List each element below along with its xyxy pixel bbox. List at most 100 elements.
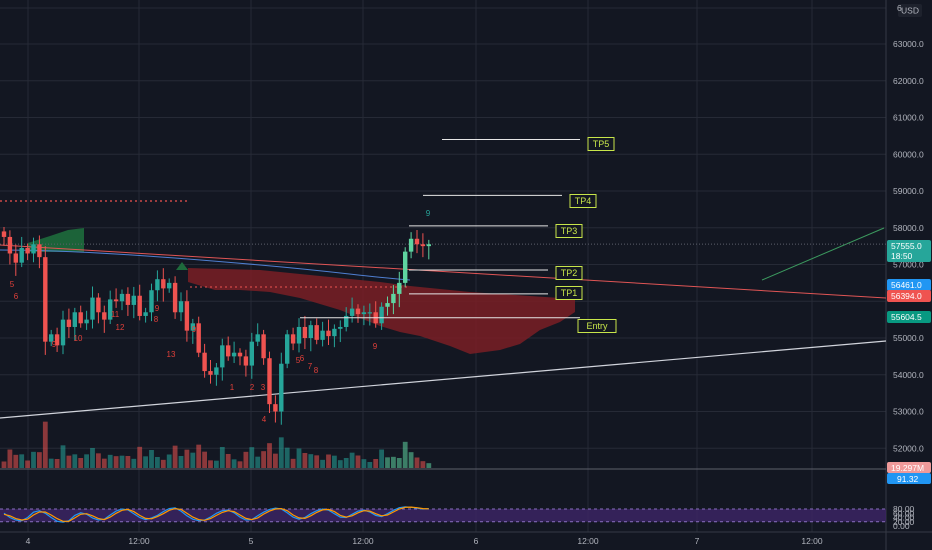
moving-average — [0, 249, 411, 281]
candle-body — [379, 306, 384, 324]
volume-bar — [125, 456, 131, 468]
volume-bar — [414, 457, 420, 468]
volume-bar — [225, 454, 231, 468]
price-tick-label: 57000.0 — [893, 260, 924, 270]
price-tick-label: 53000.0 — [893, 407, 924, 417]
volume-bar — [273, 453, 278, 468]
candle-body — [344, 315, 349, 327]
candle-body — [226, 345, 231, 357]
volume-bar — [166, 454, 172, 468]
candle-body — [54, 334, 60, 346]
price-tag-value: 55604.5 — [891, 312, 922, 322]
candle-body — [31, 244, 36, 254]
currency-label-box[interactable]: USD — [898, 4, 922, 17]
volume-bar — [25, 460, 30, 468]
td-number: 13 — [167, 350, 176, 359]
price-tag: 56394.0 — [887, 290, 931, 302]
candle-body — [308, 325, 313, 338]
td-number: 3 — [261, 383, 266, 392]
candle-body — [196, 323, 201, 353]
volume-bar — [302, 453, 308, 468]
candle-body — [13, 253, 18, 263]
candles — [1, 227, 431, 425]
price-tick-label: 52000.0 — [893, 443, 924, 453]
candle-body — [49, 334, 54, 342]
candle-body — [361, 312, 367, 315]
time-tick-label: 12:00 — [128, 536, 150, 546]
rsi-tick-label: 20.00 — [893, 517, 915, 527]
volume-bar — [408, 452, 414, 468]
target-label-box — [587, 137, 615, 151]
volume-bar — [214, 460, 219, 468]
td-number: 8 — [154, 315, 159, 324]
volume-bar — [131, 458, 137, 468]
candle-body — [202, 352, 207, 372]
volume-bar — [119, 455, 125, 468]
candle-body — [273, 404, 278, 412]
candle-body — [208, 371, 213, 375]
volume-bar — [107, 454, 113, 468]
candle-body — [397, 282, 402, 294]
volume-bar — [396, 458, 402, 468]
price-tag-countdown: 18:50 — [891, 251, 913, 261]
td-number: 12 — [116, 323, 125, 332]
candle-body — [43, 257, 48, 342]
candle-body — [403, 251, 408, 283]
candle-body — [125, 293, 131, 305]
volume-bar — [184, 449, 190, 468]
volume-bar — [13, 454, 19, 468]
volume-bar — [267, 443, 272, 468]
price-tick-label: 60000.0 — [893, 149, 924, 159]
time-tick-label: 12:00 — [577, 536, 599, 546]
rsi-tick-label: 60.00 — [893, 508, 915, 518]
volume-bar — [155, 457, 160, 468]
candle-body — [143, 312, 148, 316]
volume-bar — [337, 460, 343, 468]
price-tick-label: 63000.0 — [893, 39, 924, 49]
volume-bar — [172, 445, 178, 468]
candle-body — [243, 356, 249, 366]
target-label-box — [577, 319, 617, 333]
volume-bar — [391, 456, 396, 468]
candle-body — [296, 326, 302, 344]
price-tag-box — [887, 279, 931, 291]
volume-bar — [19, 454, 25, 468]
resistance-trendline — [0, 244, 887, 299]
volume-bar — [290, 458, 296, 468]
trend-lines — [0, 227, 887, 419]
volume-bar — [332, 455, 337, 468]
candle-body — [220, 345, 225, 368]
price-tick-label: 62000.0 — [893, 76, 924, 86]
rsi-tick-label: 80.00 — [893, 504, 915, 514]
candle-body — [161, 279, 166, 289]
target-label-box — [569, 194, 597, 208]
candle-body — [231, 352, 237, 357]
price-tag-box — [887, 311, 931, 323]
time-tick-label: 6 — [474, 536, 479, 546]
candle-body — [172, 282, 178, 313]
rsi-k-line — [3, 506, 429, 523]
volume-bar — [7, 449, 13, 468]
candle-body — [178, 301, 184, 313]
volume-bar — [426, 463, 432, 468]
volume-bar — [66, 455, 72, 468]
volume-bar — [96, 453, 101, 468]
volume-bar — [379, 449, 384, 468]
td-number: 6 — [300, 354, 305, 363]
volume-bar — [243, 451, 249, 468]
volume-bar — [190, 452, 196, 468]
time-tick-label: 4 — [26, 536, 31, 546]
candle-body — [261, 334, 266, 359]
candle-body — [414, 238, 420, 245]
td-number: 5 — [10, 280, 15, 289]
time-tick-label: 5 — [249, 536, 254, 546]
td-number: 5 — [296, 356, 301, 365]
td-number: 9 — [52, 340, 57, 349]
td-number: 1 — [230, 383, 235, 392]
volume-bar — [208, 460, 213, 468]
td-number: 7 — [308, 362, 313, 371]
rsi-value-box — [887, 473, 931, 484]
price-tick-label: 59000.0 — [893, 186, 924, 196]
